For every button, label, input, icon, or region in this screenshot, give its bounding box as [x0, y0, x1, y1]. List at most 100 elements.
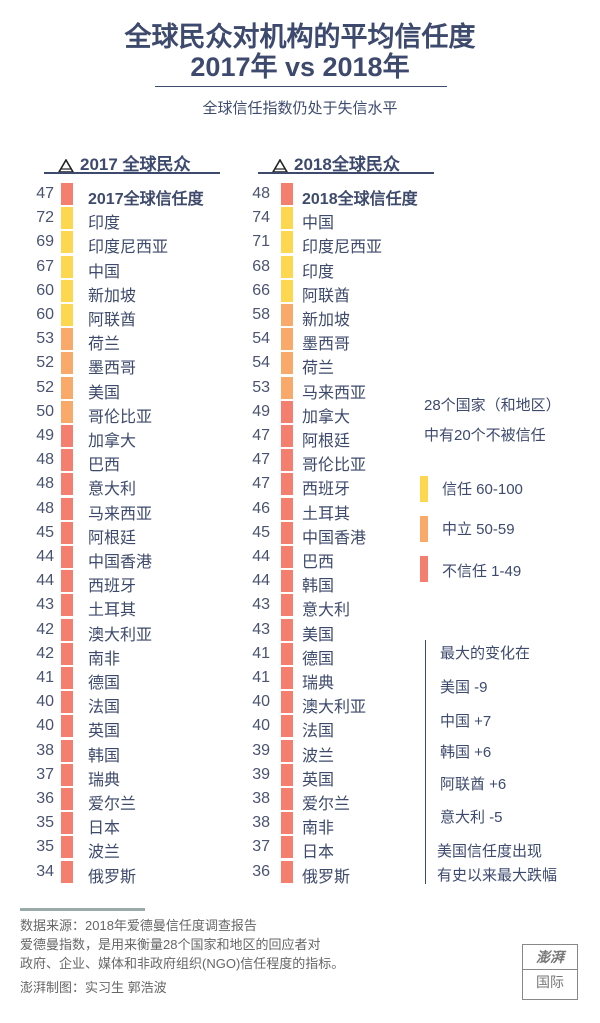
- score-bar: [281, 328, 293, 351]
- changes-title: 最大的变化在: [440, 645, 531, 662]
- country-label: 美国: [88, 384, 121, 402]
- country-label: 西班牙: [302, 481, 351, 499]
- score-bar: [61, 304, 73, 326]
- score-label: 40: [252, 693, 270, 711]
- score-bar: [61, 231, 73, 254]
- country-label: 墨西哥: [302, 336, 351, 354]
- score-bar: [281, 352, 293, 375]
- score-bar: [61, 860, 73, 883]
- score-bar: [281, 497, 293, 520]
- score-label: 35: [36, 838, 54, 856]
- country-label: 阿联酋: [88, 312, 137, 329]
- country-label: 印度: [88, 215, 121, 233]
- score-label: 54: [252, 330, 270, 348]
- score-label: 38: [36, 741, 54, 759]
- score-label: 37: [252, 838, 270, 856]
- score-bar: [281, 715, 293, 738]
- score-label: 44: [36, 548, 54, 565]
- score-bar: [61, 570, 73, 593]
- country-label: 马来西亚: [302, 384, 367, 402]
- score-bar: [61, 739, 73, 762]
- score-label: 40: [36, 717, 54, 735]
- score-label: 72: [36, 209, 54, 227]
- country-label: 美国: [302, 626, 335, 644]
- score-bar: [281, 304, 293, 326]
- score-bar: [281, 546, 293, 568]
- score-label: 53: [252, 378, 270, 396]
- score-bar: [281, 207, 293, 230]
- score-bar: [61, 691, 73, 714]
- header-2017-label: 2017 全球民众: [80, 155, 191, 174]
- score-label: 42: [36, 620, 54, 638]
- country-label: 俄罗斯: [302, 868, 351, 886]
- score-bar: [281, 812, 293, 835]
- score-bar: [281, 255, 293, 278]
- country-label: 荷兰: [302, 360, 335, 378]
- score-label: 43: [252, 620, 270, 638]
- score-bar: [61, 279, 73, 302]
- score-bar: [61, 352, 73, 375]
- logo-bottom-text: 国际: [536, 974, 564, 990]
- changes-note-line1: 美国信任度出现: [437, 843, 543, 860]
- triangle-icon: [271, 158, 289, 173]
- score-label: 66: [252, 281, 270, 299]
- score-label: 44: [252, 572, 270, 590]
- score-bar: [281, 400, 293, 423]
- header-2018-rule: [258, 172, 434, 174]
- country-label: 中国: [88, 263, 121, 281]
- country-label: 法国: [302, 723, 335, 741]
- score-bar: [61, 788, 73, 810]
- country-label: 哥伦比亚: [302, 457, 367, 475]
- legend-distrust-swatch: [420, 556, 428, 582]
- global-index-label: 2017全球信任度: [88, 191, 204, 208]
- country-label: 波兰: [88, 844, 121, 862]
- country-label: 印度尼西亚: [88, 239, 169, 257]
- change-item: 意大利 -5: [440, 809, 503, 826]
- header-2017-rule: [44, 172, 220, 174]
- score-bar: [281, 570, 293, 593]
- score-bar: [61, 594, 73, 617]
- score-label: 71: [252, 233, 270, 251]
- score-label: 35: [36, 814, 54, 832]
- country-label: 瑞典: [302, 675, 335, 692]
- footer-divider: [20, 908, 145, 911]
- country-label: 马来西亚: [88, 505, 153, 523]
- score-bar: [61, 521, 73, 544]
- score-bar: [61, 836, 73, 859]
- country-label: 瑞典: [88, 771, 121, 789]
- score-label: 48: [36, 499, 54, 517]
- country-label: 德国: [302, 650, 335, 668]
- global-index-label: 2018全球信任度: [302, 191, 418, 208]
- country-label: 南非: [88, 650, 121, 668]
- legend-trust-swatch: [420, 476, 428, 502]
- country-label: 印度: [302, 263, 335, 281]
- score-label: 42: [36, 644, 54, 662]
- chart-title-line1: 全球民众对机构的平均信任度: [124, 22, 476, 52]
- score-bar: [281, 279, 293, 302]
- score-bar: [281, 691, 293, 714]
- score-bar: [281, 618, 293, 641]
- country-label: 新加坡: [302, 312, 351, 329]
- score-bar: [281, 425, 293, 447]
- score-label: 50: [36, 402, 54, 420]
- score-bar: [61, 449, 73, 472]
- country-label: 巴西: [302, 554, 335, 571]
- country-label: 中国: [302, 215, 335, 233]
- score-bar: [61, 546, 73, 568]
- score-bar: [61, 667, 73, 689]
- score-bar: [281, 739, 293, 762]
- score-bar: [281, 763, 293, 786]
- score-label: 44: [36, 572, 54, 590]
- score-label: 69: [36, 233, 54, 251]
- change-item: 中国 +7: [440, 713, 492, 730]
- score-bar: [281, 449, 293, 472]
- score-label: 67: [36, 257, 54, 275]
- title-divider: [155, 86, 447, 87]
- country-label: 法国: [88, 699, 121, 717]
- score-label: 40: [36, 693, 54, 711]
- score-label: 41: [252, 644, 270, 662]
- score-label: 60: [36, 281, 54, 299]
- change-item: 阿联酋 +6: [440, 776, 507, 793]
- score-label: 48: [252, 185, 270, 202]
- score-label: 45: [36, 523, 54, 541]
